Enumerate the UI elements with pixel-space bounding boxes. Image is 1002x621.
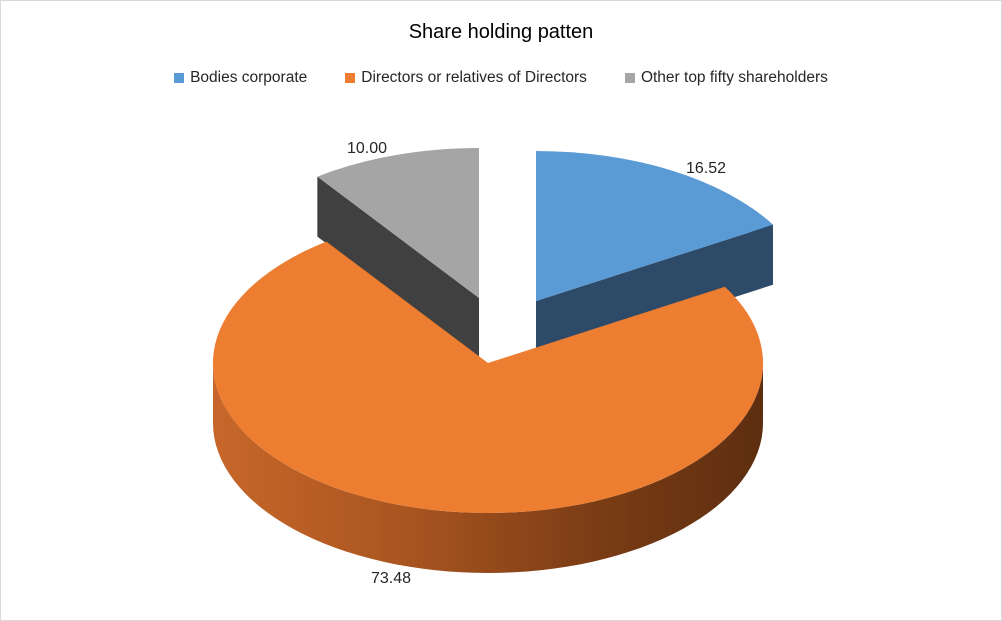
legend-item-other-top-fifty[interactable]: Other top fifty shareholders (624, 69, 828, 87)
slice-directors (212, 241, 763, 513)
legend-label-other-top-fifty: Other top fifty shareholders (640, 69, 828, 86)
legend-swatch-other-top-fifty (624, 73, 635, 83)
legend-label-bodies-corporate: Bodies corporate (190, 69, 308, 86)
slice-side-bodies-corporate (536, 224, 773, 361)
data-label-bodies-corporate: 16.52 (686, 160, 726, 177)
chart-title: Share holding patten (408, 21, 594, 43)
legend-swatch-directors (345, 73, 356, 83)
legend-label-directors: Directors or relatives of Directors (361, 69, 587, 86)
data-label-other-top-fifty: 10.00 (347, 140, 387, 157)
slice-side-directors (213, 363, 763, 573)
legend-swatch-bodies-corporate (174, 73, 185, 83)
legend-item-bodies-corporate[interactable]: Bodies corporate (174, 69, 307, 87)
legend-item-directors[interactable]: Directors or relatives of Directors (345, 69, 587, 87)
legend: Bodies corporate Directors or relatives … (1, 69, 1001, 87)
slice-bodies-corporate (536, 151, 773, 301)
slice-other-top-fifty (317, 148, 479, 298)
data-label-directors: 73.48 (371, 570, 411, 587)
slice-side-other-top-fifty (317, 176, 479, 358)
